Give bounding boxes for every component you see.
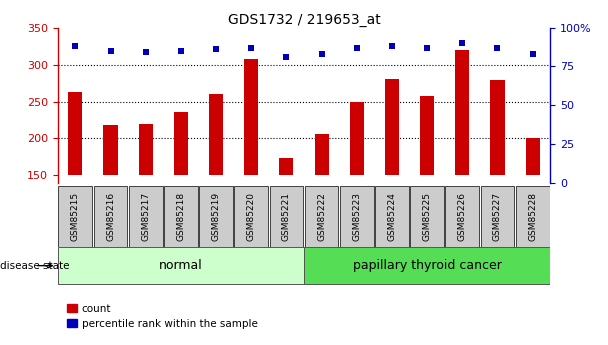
FancyBboxPatch shape xyxy=(305,186,339,247)
Text: normal: normal xyxy=(159,259,202,272)
Point xyxy=(457,40,467,46)
Text: GSM85222: GSM85222 xyxy=(317,192,326,241)
Point xyxy=(71,43,80,49)
Bar xyxy=(491,80,505,176)
FancyBboxPatch shape xyxy=(516,186,550,247)
FancyBboxPatch shape xyxy=(446,186,479,247)
Point xyxy=(246,45,256,50)
Title: GDS1732 / 219653_at: GDS1732 / 219653_at xyxy=(227,12,381,27)
Point xyxy=(141,50,151,55)
Text: GSM85228: GSM85228 xyxy=(528,192,537,241)
FancyBboxPatch shape xyxy=(410,186,444,247)
Legend: count, percentile rank within the sample: count, percentile rank within the sample xyxy=(63,299,262,333)
FancyBboxPatch shape xyxy=(94,186,128,247)
FancyBboxPatch shape xyxy=(129,186,162,247)
FancyBboxPatch shape xyxy=(375,186,409,247)
Point xyxy=(528,51,537,57)
Text: papillary thyroid cancer: papillary thyroid cancer xyxy=(353,259,502,272)
Bar xyxy=(103,125,117,176)
Bar xyxy=(385,79,399,176)
Bar xyxy=(314,134,328,176)
Point xyxy=(317,51,326,57)
Bar xyxy=(174,112,188,176)
Point xyxy=(176,48,185,53)
Text: GSM85223: GSM85223 xyxy=(352,192,361,241)
Bar xyxy=(279,158,294,176)
Bar xyxy=(350,101,364,176)
Bar xyxy=(525,138,540,176)
FancyBboxPatch shape xyxy=(340,186,374,247)
Point xyxy=(352,45,362,50)
Bar xyxy=(244,59,258,176)
Text: GSM85217: GSM85217 xyxy=(141,192,150,241)
Text: GSM85220: GSM85220 xyxy=(247,192,256,241)
FancyBboxPatch shape xyxy=(58,247,304,284)
Point xyxy=(492,45,502,50)
Point xyxy=(387,43,397,49)
Text: GSM85221: GSM85221 xyxy=(282,192,291,241)
Text: GSM85227: GSM85227 xyxy=(493,192,502,241)
FancyBboxPatch shape xyxy=(234,186,268,247)
Text: GSM85225: GSM85225 xyxy=(423,192,432,241)
Text: GSM85215: GSM85215 xyxy=(71,192,80,241)
Text: GSM85218: GSM85218 xyxy=(176,192,185,241)
Text: GSM85224: GSM85224 xyxy=(387,192,396,241)
Text: GSM85216: GSM85216 xyxy=(106,192,115,241)
Text: GSM85219: GSM85219 xyxy=(212,192,221,241)
Point xyxy=(106,48,116,53)
Point xyxy=(422,45,432,50)
Point xyxy=(282,54,291,60)
Bar xyxy=(455,50,469,176)
FancyBboxPatch shape xyxy=(480,186,514,247)
FancyBboxPatch shape xyxy=(269,186,303,247)
Bar xyxy=(420,96,434,176)
Bar xyxy=(139,124,153,176)
FancyBboxPatch shape xyxy=(199,186,233,247)
Bar xyxy=(209,94,223,176)
FancyBboxPatch shape xyxy=(164,186,198,247)
Text: GSM85226: GSM85226 xyxy=(458,192,467,241)
Text: disease state: disease state xyxy=(0,261,69,270)
FancyBboxPatch shape xyxy=(304,247,550,284)
Point xyxy=(211,47,221,52)
Bar xyxy=(68,92,82,176)
FancyBboxPatch shape xyxy=(58,186,92,247)
